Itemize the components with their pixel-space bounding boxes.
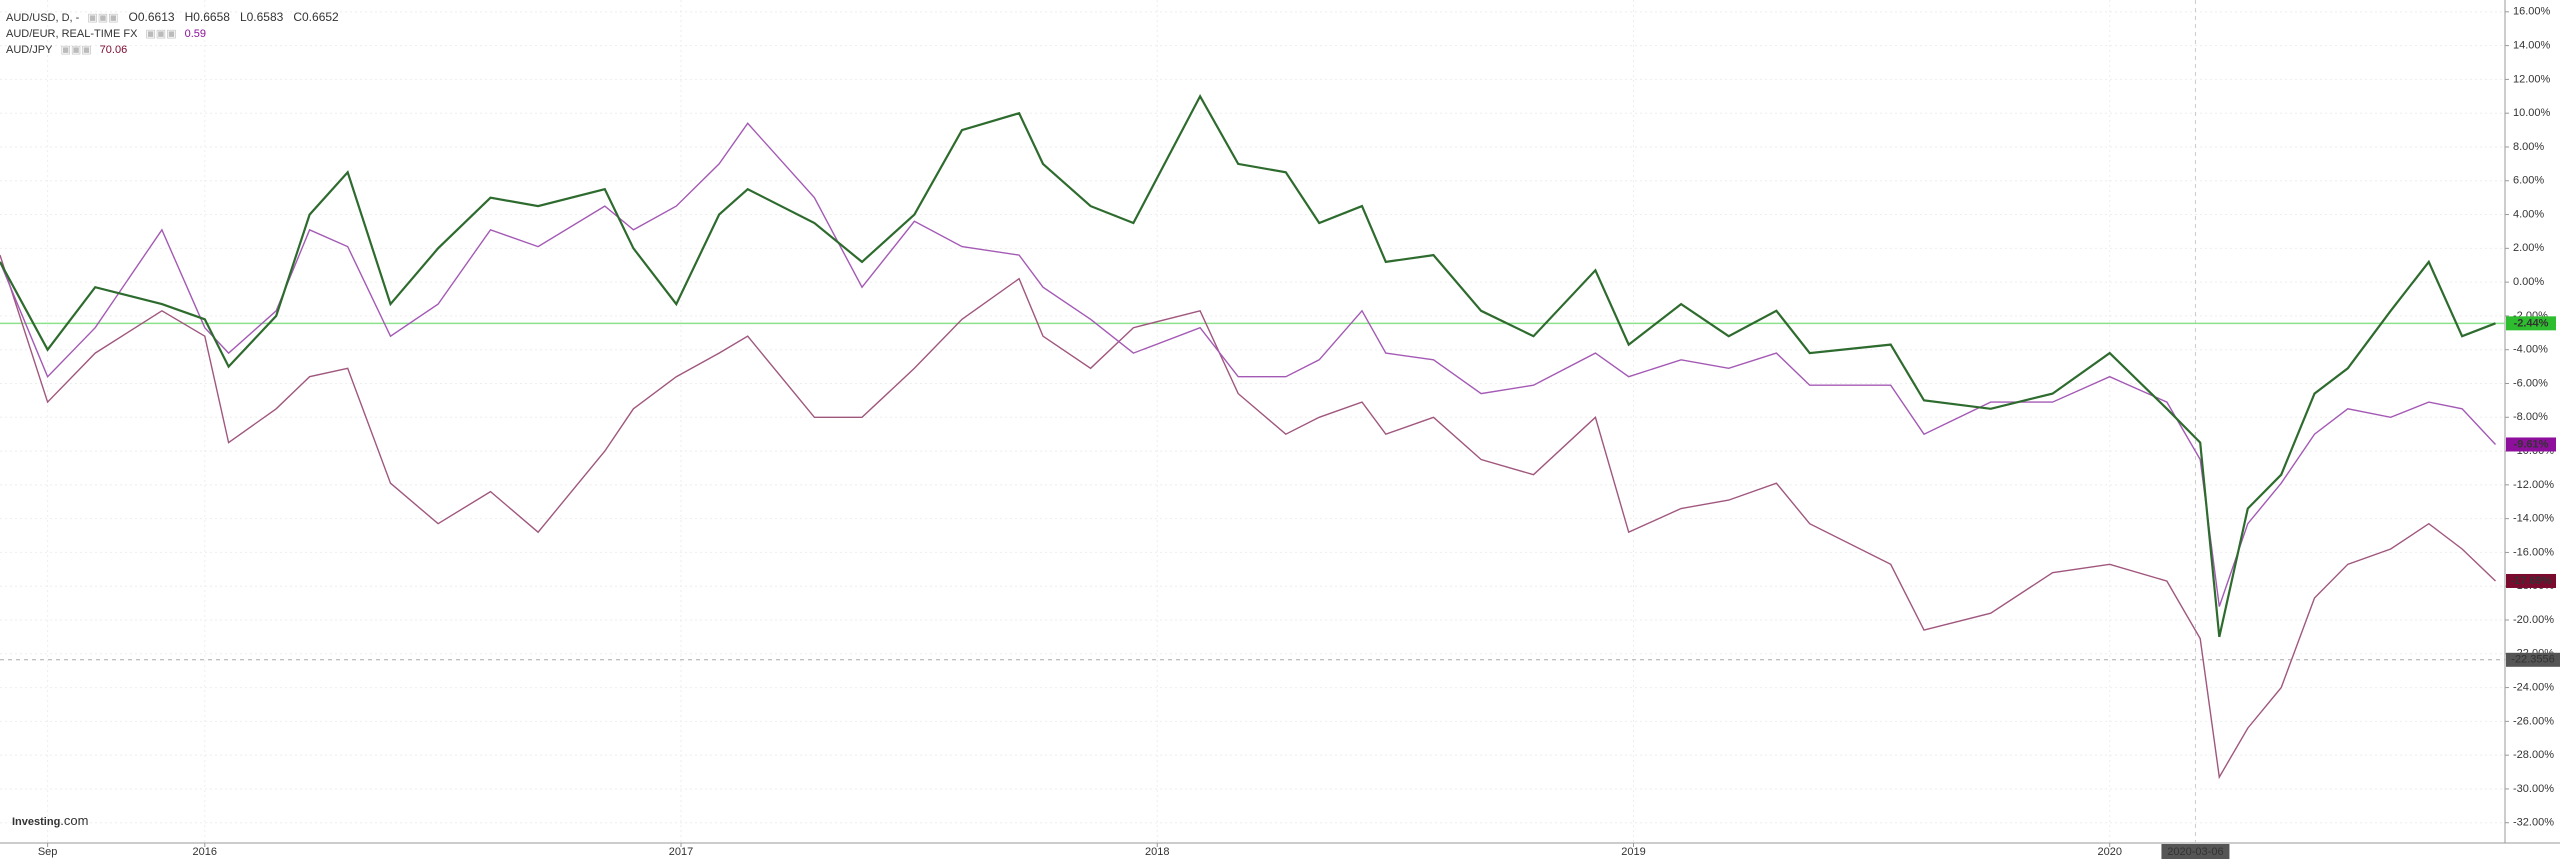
legend-name: AUD/JPY [6,44,53,56]
y-tick-label: -30.00% [2513,783,2554,795]
last-value-badge [2506,316,2556,331]
last-value-label: -2.44% [2514,317,2549,329]
x-tick-label: 2016 [193,846,217,858]
y-tick-label: -12.00% [2513,479,2554,491]
y-tick-label: 16.00% [2513,6,2551,18]
ohlc-label: C0.6652 [293,10,339,24]
y-tick-label: -14.00% [2513,513,2554,525]
y-tick-label: 0.00% [2513,276,2544,288]
legend-entry: AUD/JPY ▣▣▣ 70.06 [6,44,127,56]
ohlc-label: O0.6613 [129,10,175,24]
last-value-label: -9.61% [2514,438,2549,450]
y-tick-label: -4.00% [2513,344,2548,356]
series-line [0,122,2497,607]
watermark: Investing.com [12,813,88,828]
legend-icons: ▣▣▣ [145,28,176,40]
x-tick-label: 2019 [1621,846,1645,858]
legend-name: AUD/USD, D, - [6,12,80,24]
x-tick-label: Sep [38,846,58,858]
y-tick-label: 2.00% [2513,242,2544,254]
ohlc-label: H0.6658 [185,10,231,24]
series-line [0,254,2496,780]
watermark-main: Investing [12,816,60,828]
x-tick-label: 2017 [669,846,693,858]
last-value-badge [2506,573,2556,588]
last-value-badge [2506,437,2556,452]
watermark-suffix: .com [60,813,88,828]
legend-icons: ▣▣▣ [87,12,118,24]
y-tick-label: 14.00% [2513,40,2551,52]
legend-name: AUD/EUR, REAL-TIME FX [6,28,138,40]
y-tick-label: -16.00% [2513,546,2554,558]
y-tick-label: 8.00% [2513,141,2544,153]
last-value-label: -17.69% [2511,575,2552,587]
price-label: 0.59 [185,28,206,40]
crosshair-y-label: -22.3556 [2511,654,2554,666]
y-tick-label: -20.00% [2513,614,2554,626]
legend: AUD/USD, D, - ▣▣▣ O0.6613 H0.6658 L0.6583 C0.… [6,10,339,56]
legend-entry: AUD/EUR, REAL-TIME FX ▣▣▣ 0.59 [6,28,206,40]
price-label: 70.06 [100,44,128,56]
y-tick-label: -6.00% [2513,377,2548,389]
y-tick-label: -32.00% [2513,817,2554,829]
crosshair-y-badge [2506,652,2560,667]
ohlc-label: L0.6583 [240,10,284,24]
y-tick-label: 4.00% [2513,208,2544,220]
y-tick-label: -28.00% [2513,749,2554,761]
y-tick-label: 6.00% [2513,175,2544,187]
y-tick-label: -26.00% [2513,715,2554,727]
crosshair-x-badge [2161,844,2230,859]
y-tick-label: 10.00% [2513,107,2551,119]
crosshair-x-label: 2020-03-06 [2167,846,2223,858]
y-tick-label: 12.00% [2513,73,2551,85]
legend-icons: ▣▣▣ [60,44,91,56]
y-tick-label: -24.00% [2513,681,2554,693]
x-tick-label: 2018 [1145,846,1169,858]
series-line [0,94,2496,638]
y-tick-label: -8.00% [2513,411,2548,423]
legend-entry: AUD/USD, D, - ▣▣▣ O0.6613 H0.6658 L0.6583 C0.… [6,10,339,24]
x-tick-label: 2020 [2097,846,2121,858]
